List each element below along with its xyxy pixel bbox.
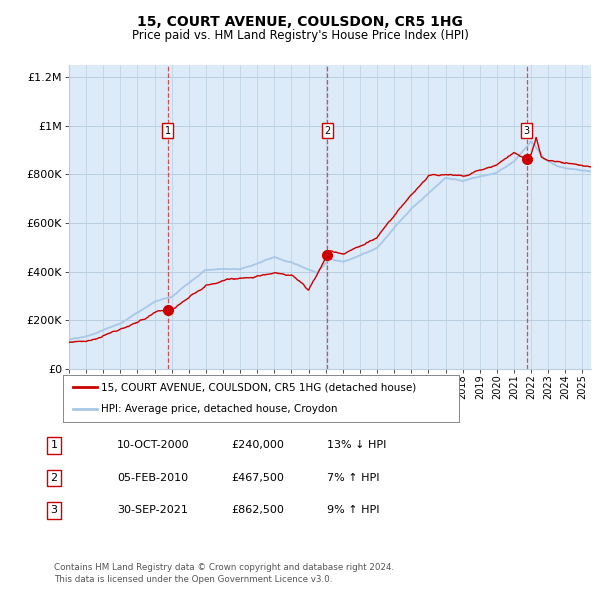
Text: HPI: Average price, detached house, Croydon: HPI: Average price, detached house, Croy… [101,404,337,414]
Text: 2: 2 [50,473,58,483]
Text: 3: 3 [50,506,58,515]
Text: 05-FEB-2010: 05-FEB-2010 [117,473,188,483]
Text: This data is licensed under the Open Government Licence v3.0.: This data is licensed under the Open Gov… [54,575,332,584]
Text: 15, COURT AVENUE, COULSDON, CR5 1HG: 15, COURT AVENUE, COULSDON, CR5 1HG [137,15,463,29]
Text: 9% ↑ HPI: 9% ↑ HPI [327,506,380,515]
Text: 1: 1 [165,126,171,136]
Text: 13% ↓ HPI: 13% ↓ HPI [327,441,386,450]
Text: 1: 1 [50,441,58,450]
Text: 3: 3 [524,126,530,136]
Text: Price paid vs. HM Land Registry's House Price Index (HPI): Price paid vs. HM Land Registry's House … [131,30,469,42]
Text: £467,500: £467,500 [231,473,284,483]
Text: 15, COURT AVENUE, COULSDON, CR5 1HG (detached house): 15, COURT AVENUE, COULSDON, CR5 1HG (det… [101,382,416,392]
Text: 30-SEP-2021: 30-SEP-2021 [117,506,188,515]
Text: £240,000: £240,000 [231,441,284,450]
Text: 2: 2 [324,126,331,136]
Text: 7% ↑ HPI: 7% ↑ HPI [327,473,380,483]
Text: £862,500: £862,500 [231,506,284,515]
Text: 10-OCT-2000: 10-OCT-2000 [117,441,190,450]
Text: Contains HM Land Registry data © Crown copyright and database right 2024.: Contains HM Land Registry data © Crown c… [54,563,394,572]
